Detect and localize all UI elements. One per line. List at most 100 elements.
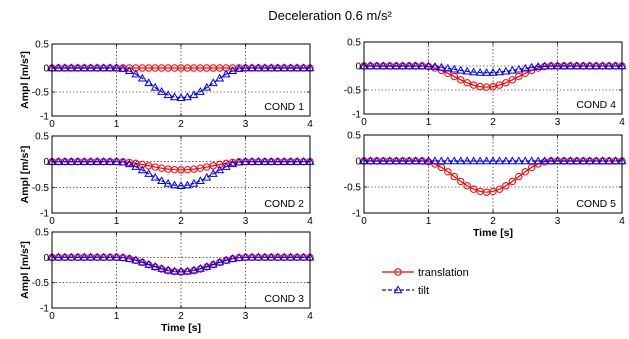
data-point-tilt [591, 61, 601, 70]
data-point-tilt [99, 63, 109, 72]
data-point-tilt [189, 265, 199, 274]
data-point-tilt [221, 69, 231, 78]
data-point-tilt [501, 156, 511, 165]
data-point-tilt [131, 69, 141, 78]
data-point-tilt [456, 156, 466, 165]
data-point-tilt [66, 63, 76, 72]
y-tick-label: -0.5 [344, 183, 362, 194]
data-point-tilt [73, 157, 83, 165]
data-point-tilt [157, 87, 167, 95]
data-point-tilt [228, 159, 238, 168]
data-point-tilt [365, 61, 375, 70]
x-tick-label: 1 [114, 216, 120, 227]
data-point-translation [444, 69, 452, 77]
data-point-tilt [378, 156, 388, 165]
data-point-translation [424, 158, 433, 166]
data-point-tilt [494, 156, 504, 165]
data-point-tilt [137, 73, 147, 82]
data-point-tilt [234, 157, 244, 166]
data-point-tilt [286, 157, 296, 165]
data-point-tilt [578, 156, 588, 165]
data-point-tilt [546, 156, 556, 165]
data-point-tilt [92, 157, 102, 165]
data-point-tilt [488, 156, 498, 165]
x-tick-label: 4 [307, 311, 313, 322]
data-point-tilt [260, 252, 270, 261]
x-tick-label: 4 [307, 216, 313, 227]
data-point-tilt [137, 165, 147, 174]
data-point-tilt [391, 61, 401, 70]
data-point-translation [495, 185, 504, 193]
data-point-tilt [60, 63, 70, 72]
x-tick-label: 0 [49, 311, 55, 322]
y-axis-label: Ampl [m/s²] [19, 51, 31, 109]
subplot-3: 0 1 2 3 4 -1 -0.5 0 0.5 COND 3 Ampl [m/s²] Time [s] [19, 228, 315, 334]
data-point-tilt [241, 157, 250, 165]
data-point-tilt [118, 64, 128, 72]
x-tick-label: 2 [490, 117, 496, 128]
data-point-translation [528, 163, 536, 172]
data-point-tilt [430, 156, 440, 165]
data-point-tilt [208, 169, 218, 177]
data-point-tilt [86, 157, 96, 165]
data-point-translation [502, 182, 510, 190]
data-point-tilt [176, 181, 186, 189]
data-point-tilt [215, 73, 225, 82]
legend-item-tilt: tilt [382, 285, 429, 297]
data-point-tilt [253, 157, 263, 165]
data-point-tilt [540, 156, 550, 165]
data-point-tilt [182, 92, 192, 101]
data-point-tilt [507, 156, 517, 165]
data-point-translation [521, 69, 529, 77]
y-tick-label: -1 [40, 112, 49, 123]
data-point-tilt [170, 180, 180, 189]
data-point-tilt [234, 253, 244, 261]
data-point-tilt [144, 259, 154, 268]
y-tick-label: 0.5 [347, 38, 361, 49]
data-point-tilt [112, 63, 121, 72]
data-point-tilt [137, 257, 147, 266]
y-tick-label: 0 [43, 64, 49, 75]
condition-label: COND 2 [264, 198, 304, 210]
data-point-tilt [279, 157, 289, 165]
data-point-tilt [585, 156, 595, 165]
x-tick-label: 4 [619, 216, 625, 227]
data-point-tilt [279, 63, 289, 72]
data-point-tilt [53, 63, 63, 72]
data-point-tilt [228, 254, 238, 262]
data-point-tilt [195, 176, 205, 185]
series-tilt [359, 61, 627, 76]
data-point-tilt [411, 61, 421, 70]
data-point-tilt [559, 156, 569, 165]
data-point-tilt [553, 61, 562, 70]
data-point-tilt [247, 252, 257, 261]
data-point-translation [444, 168, 452, 176]
data-point-tilt [292, 63, 302, 72]
data-point-tilt [195, 263, 205, 272]
data-point-translation [502, 79, 510, 87]
data-point-tilt [112, 252, 121, 261]
series-tilt [47, 157, 315, 189]
data-point-tilt [533, 62, 543, 70]
y-axis-label: Ampl [m/s²] [19, 146, 31, 204]
data-point-translation [515, 172, 523, 181]
data-point-tilt [60, 157, 70, 165]
data-point-tilt [456, 65, 466, 74]
legend-label: translation [418, 267, 469, 279]
data-point-tilt [514, 156, 524, 165]
data-point-tilt [131, 255, 141, 264]
data-point-tilt [66, 157, 76, 165]
data-point-tilt [520, 156, 530, 165]
data-point-tilt [105, 252, 115, 261]
data-point-tilt [533, 156, 543, 165]
y-tick-label: -1 [40, 209, 49, 220]
data-point-tilt [292, 157, 302, 165]
x-axis-label: Time [s] [161, 322, 201, 334]
legend-label: tilt [418, 285, 429, 297]
data-point-tilt [611, 61, 621, 70]
data-point-translation [515, 72, 523, 81]
data-point-tilt [273, 63, 283, 72]
x-tick-label: 4 [307, 119, 313, 130]
data-point-tilt [365, 156, 375, 165]
data-point-tilt [398, 61, 408, 70]
